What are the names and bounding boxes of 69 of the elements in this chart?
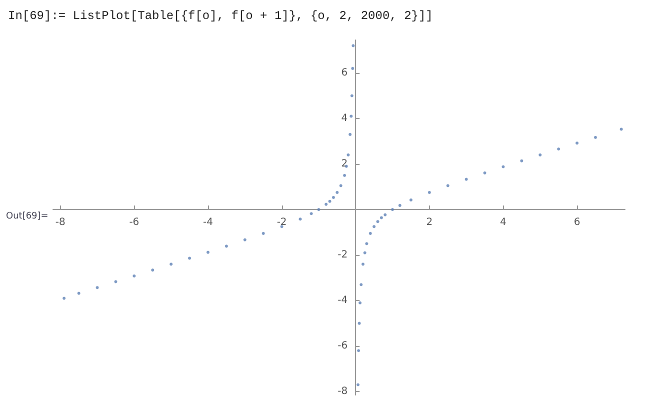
point [358,301,362,304]
x-tick-label: -8 [55,217,66,228]
point [557,148,560,150]
y-tick-label: -4 [338,295,348,306]
point [224,244,228,248]
point [372,225,376,228]
point [298,218,302,221]
point [96,286,99,290]
x-tick-label: -4 [203,217,213,228]
y-tick-label: 6 [341,67,348,78]
point [62,296,66,300]
point [336,190,339,194]
point [363,251,366,254]
point [380,216,383,220]
point [576,142,579,145]
point [384,213,387,216]
point [538,153,542,156]
point [520,159,524,162]
text: In[69]:= ListPlot[Table[{f[o], f[o + 1]}, {o, 2, 2000, 2}]] [8,9,433,23]
point [428,190,431,194]
point [350,114,353,118]
point [357,349,360,352]
point [464,178,468,181]
point [280,225,284,228]
point [391,208,394,212]
point [348,132,352,136]
point [358,322,361,325]
point [351,66,354,70]
x-tick-label: 6 [574,217,580,228]
point [360,283,363,286]
y-tick-label: 4 [341,113,348,124]
point [361,262,364,266]
point [151,268,154,272]
y-tick-label: -2 [338,250,348,261]
point [398,204,402,207]
point [376,220,380,224]
point [324,202,328,206]
point [206,250,210,254]
y-tick-label: 2 [341,158,348,170]
point [409,198,412,202]
point [446,184,450,188]
x-tick-label: -6 [129,217,140,228]
point [346,153,350,156]
x-tick-label: 4 [500,217,506,228]
point [350,94,354,98]
point [170,262,173,266]
point [339,184,342,188]
y-tick-label: -8 [338,386,348,398]
point [502,165,505,168]
point [620,128,623,131]
point [368,232,372,235]
x-tick-label: 2 [426,217,433,228]
point [352,44,355,48]
point [262,232,265,235]
point [310,212,313,216]
point [356,383,360,386]
text: Out[69]= [6,212,48,222]
point [332,196,335,199]
point [243,238,246,242]
point [365,242,368,246]
point [132,274,136,278]
point [188,256,192,260]
point [594,136,597,139]
point [483,171,486,174]
x-tick-label: -2 [276,217,287,228]
point [77,292,80,295]
y-tick-label: -6 [338,340,348,352]
point [317,208,320,212]
point [343,174,346,177]
